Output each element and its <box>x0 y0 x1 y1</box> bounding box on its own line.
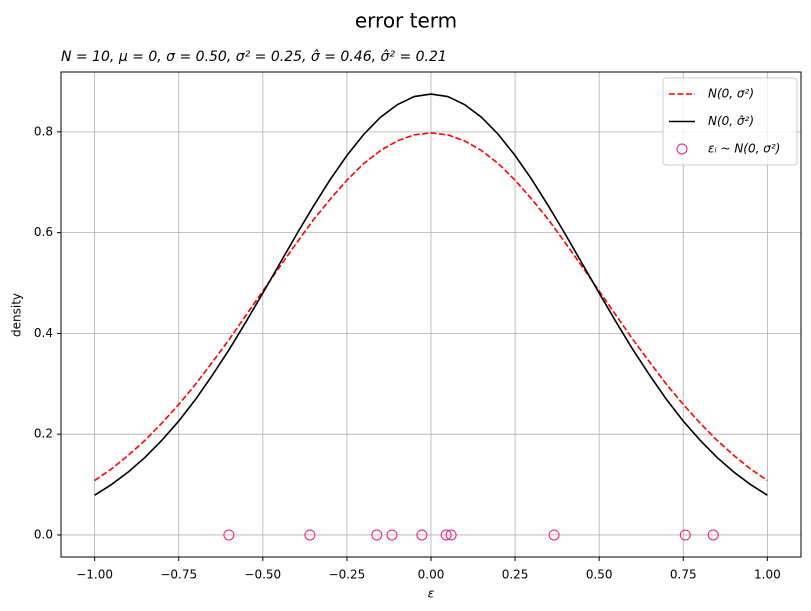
legend-label: εᵢ ~ N(0, σ²) <box>708 142 780 156</box>
x-tick-label: −0.25 <box>329 568 366 582</box>
legend-label: N(0, σ²) <box>708 87 754 101</box>
y-tick-label: 0.4 <box>34 326 53 340</box>
data-point <box>707 529 719 541</box>
x-axis-label: ε <box>428 587 435 601</box>
legend-box <box>662 77 798 166</box>
x-tick-label: 0.75 <box>670 568 697 582</box>
legend-label: N(0, σ̂²) <box>708 114 754 128</box>
legend-marker <box>676 143 688 155</box>
axes-frame <box>60 71 802 558</box>
x-tick-label: 0.50 <box>586 568 613 582</box>
data-point <box>416 529 428 541</box>
data-point <box>386 529 398 541</box>
y-tick-label: 0.6 <box>34 225 53 239</box>
data-point <box>445 529 457 541</box>
data-point <box>548 529 560 541</box>
line-series <box>94 93 768 496</box>
x-tick-label: −0.75 <box>160 568 197 582</box>
x-tick-label: −1.00 <box>76 568 113 582</box>
x-tick-label: 0.25 <box>502 568 529 582</box>
y-axis-label: density <box>10 293 24 337</box>
data-point <box>304 529 316 541</box>
x-tick-label: 0.00 <box>418 568 445 582</box>
data-point <box>223 529 235 541</box>
y-tick-label: 0.8 <box>34 124 53 138</box>
line-series <box>94 132 768 482</box>
chart-title: error term <box>355 9 457 33</box>
x-tick-label: −0.50 <box>244 568 281 582</box>
data-point <box>440 529 452 541</box>
x-tick-label: 1.00 <box>754 568 781 582</box>
chart-subtitle: N = 10, μ = 0, σ = 0.50, σ² = 0.25, σ̂ =… <box>61 49 447 65</box>
data-point <box>679 529 691 541</box>
data-point <box>371 529 383 541</box>
y-tick-label: 0.2 <box>34 427 53 441</box>
y-tick-label: 0.0 <box>34 527 53 541</box>
